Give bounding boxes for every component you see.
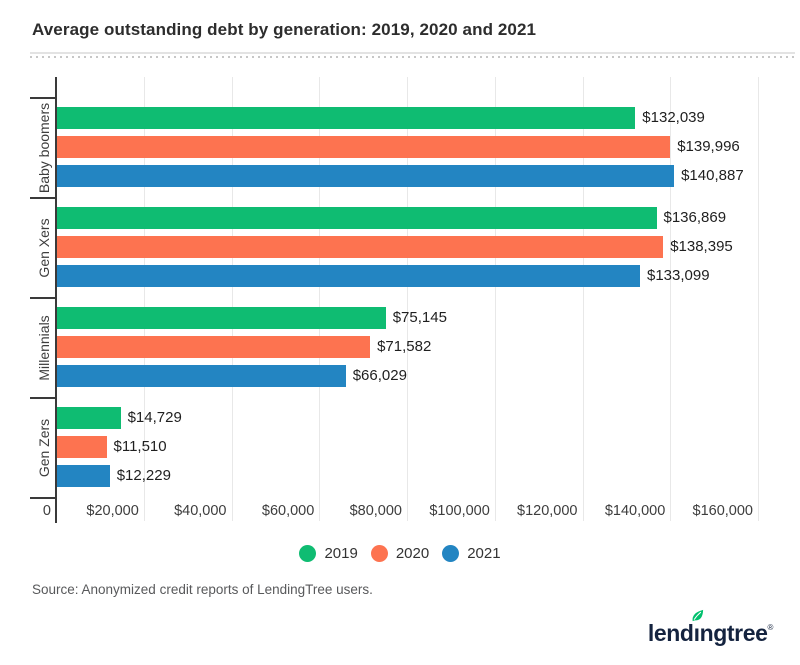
x-tick-label: $20,000	[86, 503, 139, 519]
bar-value-label: $138,395	[670, 238, 733, 255]
legend-label: 2020	[395, 544, 430, 562]
bar-value-label: $133,099	[647, 267, 710, 284]
bar	[57, 136, 671, 158]
bar	[57, 307, 386, 329]
axis-tick	[30, 497, 56, 499]
bar-value-label: $140,887	[681, 167, 744, 184]
legend-swatch	[370, 544, 388, 562]
gridline	[494, 77, 496, 521]
axis-tick	[30, 97, 56, 99]
bar	[57, 236, 664, 258]
bar	[57, 465, 110, 487]
y-axis-line	[55, 77, 57, 523]
title-divider	[30, 52, 795, 58]
bar-value-label: $14,729	[127, 409, 182, 426]
gridline	[670, 77, 672, 521]
gridline	[231, 77, 233, 521]
x-tick-label: $100,000	[429, 503, 490, 519]
legend-label: 2021	[467, 544, 501, 562]
logo-text-ngtree: ngtree	[699, 620, 768, 646]
legend-swatch	[442, 544, 460, 562]
category-label: Gen Zers	[36, 418, 52, 478]
x-tick-label: $60,000	[261, 503, 315, 519]
x-tick-label: $80,000	[349, 503, 402, 519]
chart-title: Average outstanding debt by generation: …	[32, 20, 537, 39]
legend-item: 2020	[370, 544, 430, 562]
x-tick-label: $120,000	[517, 503, 578, 519]
axis-tick	[30, 197, 56, 199]
x-tick-label: 0	[42, 503, 51, 519]
divider-dotted-line	[30, 56, 795, 58]
gridline	[143, 77, 145, 521]
leaf-icon	[690, 608, 705, 623]
gridline	[319, 77, 321, 521]
x-tick-label: $40,000	[174, 503, 227, 519]
legend-swatch	[299, 544, 317, 562]
bar	[57, 165, 675, 187]
source-note: Source: Anonymized credit reports of Len…	[32, 582, 373, 597]
x-tick-label: $160,000	[692, 503, 753, 519]
bar	[57, 265, 640, 287]
registered-mark: ®	[767, 623, 774, 632]
bar-value-label: $71,582	[377, 338, 432, 355]
bar	[57, 365, 346, 387]
bar	[57, 436, 107, 458]
logo-i: ı	[692, 609, 703, 647]
chart-area: 0 $20,000 $40,000 $60,000 $80,000 $100,000 $12…	[30, 77, 759, 523]
bar-value-label: $139,996	[677, 138, 740, 155]
axis-tick	[30, 297, 56, 299]
bar-value-label: $11,510	[113, 438, 167, 455]
legend-label: 2019	[324, 544, 358, 562]
bar-value-label: $136,869	[663, 209, 727, 226]
lendingtree-logo: lend ı ngtree ®	[647, 609, 774, 647]
category-label: Gen Xers	[36, 218, 52, 278]
legend: 2019 2020 2021	[0, 543, 800, 563]
category-label: Millennials	[36, 315, 52, 381]
category-label: Baby boomers	[36, 102, 52, 194]
logo-text-lend: lend	[647, 620, 694, 646]
x-tick-label: $140,000	[604, 503, 666, 519]
bar	[57, 207, 657, 229]
gridline	[758, 77, 759, 521]
bar	[57, 107, 636, 129]
gridline	[582, 77, 584, 521]
bar-value-label: $12,229	[116, 467, 171, 484]
gridline	[407, 77, 408, 521]
divider-solid-line	[30, 52, 795, 54]
legend-item: 2019	[299, 544, 358, 562]
bar-value-label: $66,029	[352, 367, 407, 384]
bar-value-label: $75,145	[392, 309, 447, 326]
legend-item: 2021	[442, 544, 501, 562]
logo-i-char: ı	[693, 620, 700, 646]
bar	[57, 336, 371, 358]
bar-value-label: $132,039	[642, 109, 705, 126]
axis-tick	[30, 397, 56, 399]
bar	[57, 407, 121, 429]
